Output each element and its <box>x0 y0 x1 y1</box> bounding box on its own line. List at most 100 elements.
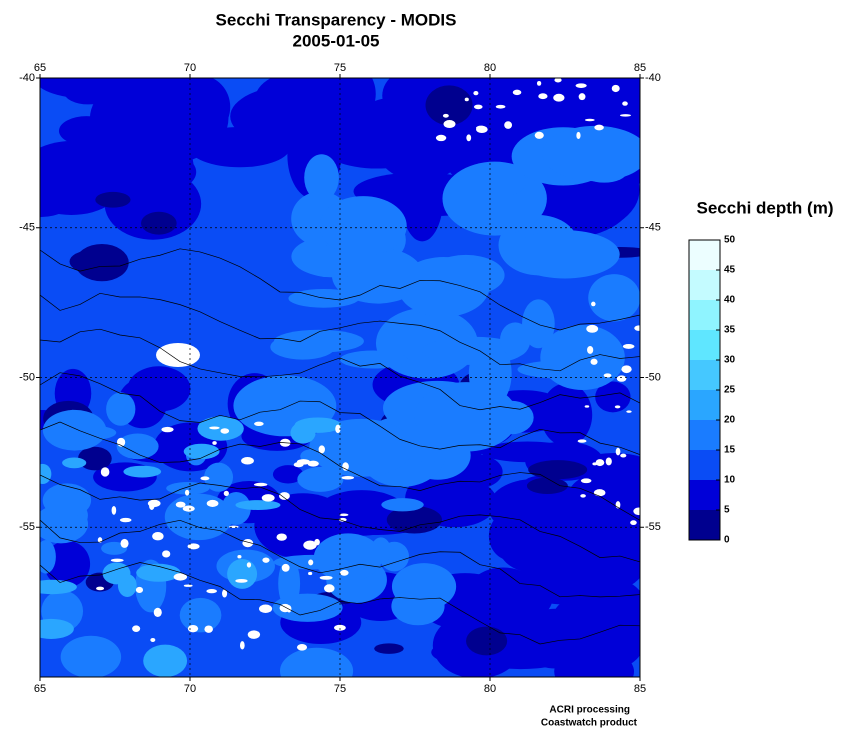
water-patch <box>132 625 141 632</box>
x-tick-label: 65 <box>34 62 46 74</box>
water-patch <box>270 334 336 360</box>
subtitle: 2005-01-05 <box>293 31 380 50</box>
title: Secchi Transparency - MODIS <box>216 10 457 29</box>
water-patch <box>319 196 407 257</box>
water-patch <box>615 447 621 456</box>
water-patch <box>595 381 631 413</box>
water-patch <box>40 463 52 485</box>
water-patch <box>40 539 56 574</box>
water-patch <box>60 635 122 677</box>
water-patch <box>461 574 553 625</box>
colorbar-tick-label: 25 <box>724 385 736 396</box>
water-patch <box>262 557 270 563</box>
water-patch <box>603 373 612 378</box>
water-patch <box>594 124 604 131</box>
y-tick-label: -50 <box>19 371 35 383</box>
water-patch <box>592 462 598 466</box>
colorbar-band <box>689 390 720 420</box>
colorbar-tick-label: 10 <box>724 475 736 486</box>
water-patch <box>534 131 544 139</box>
water-patch <box>580 478 592 484</box>
water-patch <box>259 604 273 613</box>
water-patch <box>481 441 575 463</box>
water-patch <box>425 85 473 126</box>
water-patch <box>528 460 588 480</box>
x-tick-label: 80 <box>484 683 496 695</box>
water-patch <box>204 625 213 633</box>
bathymetry-contour <box>40 421 640 521</box>
water-patch <box>116 433 159 460</box>
water-patch <box>586 324 599 333</box>
water-patch <box>246 562 252 568</box>
water-patch <box>341 476 355 480</box>
y-tick-label: -55 <box>19 521 35 533</box>
y-tick-label: -45 <box>645 222 661 234</box>
water-patch <box>314 78 376 127</box>
water-patch <box>626 410 632 413</box>
water-patch <box>175 501 186 508</box>
water-patch <box>473 104 483 110</box>
water-patch <box>308 559 314 566</box>
water-patch <box>482 167 527 196</box>
x-tick-label: 85 <box>634 683 646 695</box>
water-patch <box>77 446 112 471</box>
water-patch <box>587 346 594 354</box>
water-patch <box>578 93 586 101</box>
water-patch <box>397 256 490 317</box>
x-tick-label: 75 <box>334 62 346 74</box>
water-patch <box>297 466 344 492</box>
bathymetry-contour <box>40 372 640 456</box>
water-patch <box>422 336 524 365</box>
water-patch <box>464 97 469 102</box>
colorbar-tick-label: 50 <box>724 235 736 246</box>
water-patch <box>69 250 113 273</box>
water-patch <box>227 559 258 589</box>
water-patch <box>595 459 605 467</box>
water-patch <box>164 493 233 541</box>
water-patch <box>309 418 414 477</box>
water-patch <box>584 405 590 408</box>
colorbar-band <box>689 450 720 480</box>
water-patch <box>591 301 596 307</box>
water-patch <box>386 506 442 534</box>
water-patch <box>150 637 156 643</box>
water-patch <box>272 465 304 484</box>
water-patch <box>237 555 242 559</box>
water-patch <box>247 630 261 639</box>
water-patch <box>435 134 447 142</box>
water-patch <box>255 112 302 153</box>
water-patch <box>152 531 164 541</box>
water-patch <box>123 465 162 478</box>
water-patch <box>279 492 290 500</box>
water-patch <box>143 644 188 677</box>
colorbar-label: Secchi depth (m) <box>697 198 834 217</box>
bathymetry-contour <box>40 562 640 645</box>
x-tick-label: 70 <box>184 683 196 695</box>
water-patch <box>442 113 449 118</box>
water-patch <box>303 540 317 550</box>
water-patch <box>621 365 632 374</box>
water-patch <box>119 517 132 523</box>
water-patch <box>619 114 632 117</box>
colorbar-band <box>689 510 720 540</box>
y-tick-label: -40 <box>645 72 661 84</box>
colorbar-band <box>689 360 720 390</box>
water-patch <box>568 470 640 521</box>
colorbar-tick-label: 20 <box>724 415 736 426</box>
water-patch <box>391 587 445 626</box>
water-patch <box>221 491 251 525</box>
x-tick-label: 80 <box>484 62 496 74</box>
water-patch <box>129 137 194 194</box>
water-patch <box>319 575 333 580</box>
water-patch <box>339 350 408 369</box>
water-patch <box>381 498 424 512</box>
water-patch <box>253 482 268 487</box>
water-patch <box>141 211 177 235</box>
credit: Coastwatch product <box>541 718 638 729</box>
water-patch <box>120 538 129 548</box>
water-patch <box>308 571 313 576</box>
water-patch <box>522 299 555 349</box>
water-patch <box>620 453 627 458</box>
colorbar-band <box>689 240 720 270</box>
water-patch <box>339 513 349 517</box>
